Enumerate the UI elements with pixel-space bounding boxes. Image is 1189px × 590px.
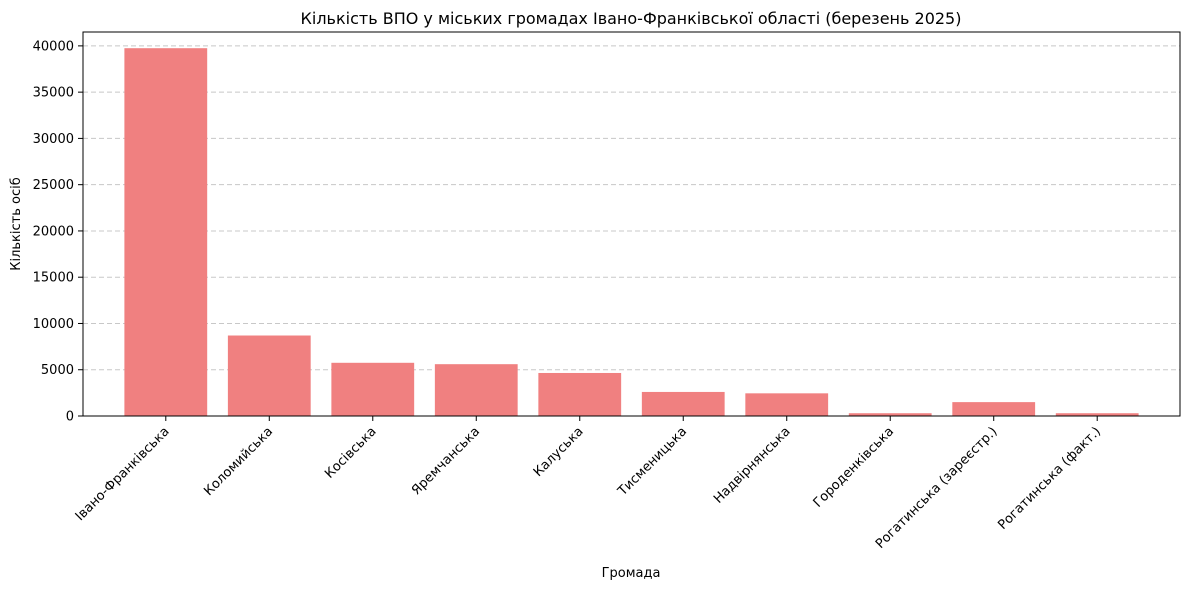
x-tick-label: Тисменицька: [615, 424, 690, 499]
x-tick-label: Івано-Франківська: [73, 424, 173, 524]
x-tick-label: Калуська: [531, 424, 587, 480]
x-tick-label: Коломийська: [201, 424, 276, 499]
bar: [538, 372, 622, 416]
y-tick-label: 5000: [41, 363, 74, 378]
y-tick-label: 20000: [33, 224, 74, 239]
chart-title: Кількість ВПО у міських громадах Івано-Ф…: [301, 9, 962, 28]
y-tick-label: 15000: [33, 271, 74, 286]
x-tick-label: Яремчанська: [409, 424, 483, 498]
x-tick-label: Надвірнянська: [711, 424, 794, 507]
x-tick-label: Городенківська: [811, 424, 897, 510]
y-tick-label: 30000: [33, 132, 74, 147]
y-axis-label: Кількість осіб: [9, 177, 24, 271]
bar: [952, 402, 1036, 416]
bar: [848, 413, 932, 416]
bar: [331, 362, 415, 416]
x-tick-label: Рогатинська (зареєстр.): [873, 424, 1001, 552]
bar: [745, 393, 829, 416]
bar: [1055, 413, 1139, 416]
bar: [641, 391, 725, 416]
y-tick-label: 35000: [33, 86, 74, 101]
y-tick-label: 10000: [33, 317, 74, 332]
gridlines: [83, 45, 1180, 371]
plot-frame: [82, 31, 1181, 417]
x-axis-label: Громада: [602, 566, 661, 581]
y-tick-label: 0: [66, 410, 74, 425]
y-tick-label: 40000: [33, 39, 74, 54]
bar: [434, 364, 518, 416]
bar: [227, 335, 311, 416]
y-axis-ticks: 0 5000 10000 15000 20000 25000 30000 35000 40000: [33, 39, 83, 425]
x-axis-ticks: Івано-Франківська Коломийська Косівська Яре…: [73, 416, 1104, 552]
x-tick-label: Косівська: [322, 424, 379, 481]
x-tick-label: Рогатинська (факт.): [995, 424, 1104, 533]
bars: [124, 48, 1139, 416]
y-tick-label: 25000: [33, 178, 74, 193]
bar: [124, 48, 208, 416]
